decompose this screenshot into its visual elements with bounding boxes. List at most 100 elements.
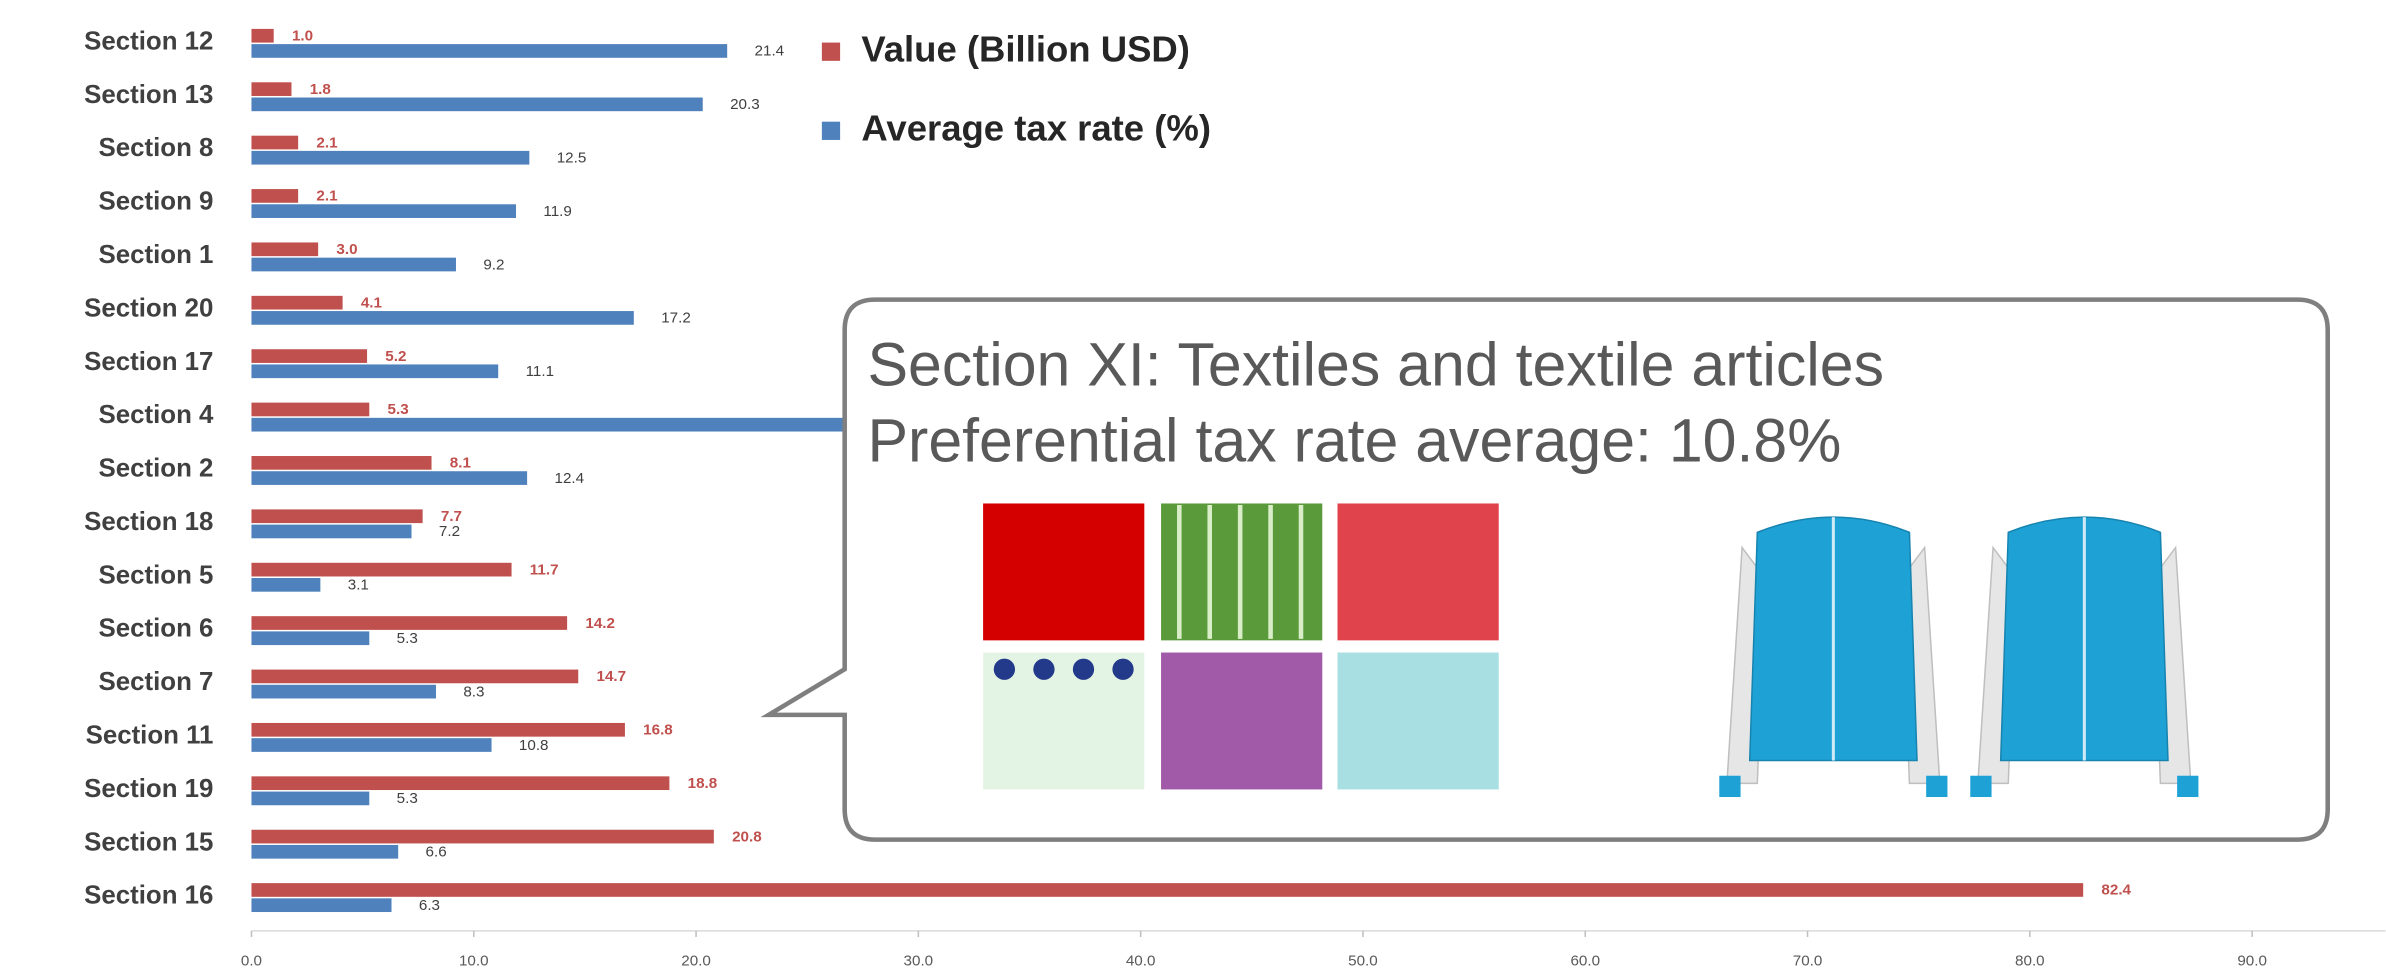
bar bbox=[251, 684, 436, 699]
fabric-swatch bbox=[1334, 649, 1502, 793]
legend-swatch bbox=[821, 121, 841, 140]
value-label: 16.8 bbox=[643, 722, 673, 739]
bar bbox=[251, 402, 370, 417]
x-tick-label: 10.0 bbox=[459, 952, 489, 969]
bar bbox=[251, 97, 703, 112]
value-label: 1.8 bbox=[310, 81, 331, 98]
bar bbox=[251, 311, 634, 325]
bar bbox=[251, 829, 714, 844]
bar bbox=[251, 364, 499, 379]
bar bbox=[251, 295, 343, 310]
jacket-cuff bbox=[1719, 775, 1741, 798]
fabric-swatch bbox=[980, 500, 1148, 644]
value-label: 3.1 bbox=[348, 577, 369, 594]
bar bbox=[251, 150, 530, 165]
callout-text: Preferential tax rate average: 10.8% bbox=[867, 407, 1841, 475]
value-label: 3.0 bbox=[336, 241, 357, 258]
x-tick-label: 40.0 bbox=[1126, 952, 1156, 969]
fabric-dot bbox=[1072, 658, 1095, 680]
bar bbox=[251, 562, 512, 577]
y-tick-label: Section 9 bbox=[99, 188, 214, 216]
bar bbox=[251, 417, 986, 432]
legend-label: Average tax rate (%) bbox=[861, 107, 1211, 148]
bar bbox=[251, 349, 368, 363]
bar bbox=[251, 204, 516, 218]
y-tick-label: Section 6 bbox=[99, 615, 214, 643]
value-label: 5.2 bbox=[385, 348, 406, 365]
value-label: 82.4 bbox=[2101, 882, 2131, 899]
y-tick-label: Section 15 bbox=[84, 828, 213, 856]
bar bbox=[251, 898, 392, 913]
value-label: 2.1 bbox=[316, 134, 338, 151]
value-label: 11.1 bbox=[526, 363, 554, 380]
y-tick-label: Section 13 bbox=[84, 81, 213, 109]
bar bbox=[251, 883, 2084, 897]
fabric-swatch bbox=[1334, 500, 1502, 644]
value-label: 20.8 bbox=[732, 828, 762, 845]
value-label: 14.2 bbox=[585, 615, 615, 632]
value-label: 4.1 bbox=[361, 294, 383, 311]
bar bbox=[251, 791, 370, 806]
value-label: 11.7 bbox=[530, 561, 559, 578]
bar bbox=[251, 44, 728, 58]
y-tick-label: Section 12 bbox=[84, 27, 213, 55]
value-label: 2.1 bbox=[316, 188, 338, 205]
value-label: 5.3 bbox=[388, 401, 409, 418]
bar bbox=[251, 738, 492, 752]
y-tick-label: Section 18 bbox=[84, 508, 213, 536]
value-label: 12.5 bbox=[557, 150, 587, 167]
bar bbox=[251, 509, 423, 524]
value-label: 6.6 bbox=[426, 844, 447, 861]
value-label: 12.4 bbox=[554, 470, 584, 487]
bar bbox=[251, 135, 299, 150]
bar bbox=[251, 471, 528, 485]
y-tick-label: Section 8 bbox=[99, 134, 214, 162]
y-tick-label: Section 16 bbox=[84, 882, 213, 910]
bar bbox=[251, 776, 670, 791]
jacket-cuff bbox=[2177, 775, 2199, 798]
y-tick-label: Section 19 bbox=[84, 775, 213, 803]
y-tick-label: Section 11 bbox=[86, 721, 214, 749]
value-label: 8.1 bbox=[450, 455, 472, 472]
bar bbox=[251, 669, 579, 684]
value-label: 6.3 bbox=[419, 897, 440, 914]
bar bbox=[251, 616, 568, 630]
bar bbox=[251, 82, 292, 96]
bar bbox=[251, 28, 274, 43]
fabric-dot bbox=[993, 658, 1016, 680]
x-tick-label: 90.0 bbox=[2237, 952, 2267, 969]
x-tick-label: 30.0 bbox=[904, 952, 934, 969]
bar bbox=[251, 844, 399, 859]
value-label: 14.7 bbox=[596, 668, 626, 685]
fabric-dot bbox=[1112, 658, 1134, 680]
y-tick-label: Section 7 bbox=[99, 668, 214, 696]
bar bbox=[251, 456, 432, 470]
y-tick-label: Section 1 bbox=[99, 241, 214, 269]
x-tick-label: 50.0 bbox=[1348, 952, 1378, 969]
value-label: 10.8 bbox=[519, 737, 549, 754]
value-label: 1.0 bbox=[292, 28, 313, 45]
value-label: 18.8 bbox=[688, 775, 718, 792]
legend-swatch bbox=[821, 42, 841, 61]
value-label: 7.7 bbox=[441, 508, 462, 525]
y-tick-label: Section 4 bbox=[99, 401, 215, 429]
x-tick-label: 80.0 bbox=[2015, 952, 2045, 969]
bar bbox=[251, 631, 370, 646]
value-label: 11.9 bbox=[543, 203, 571, 220]
bar bbox=[251, 189, 299, 203]
fabric-swatch bbox=[1158, 649, 1326, 793]
value-label: 17.2 bbox=[661, 310, 691, 327]
callout-title: Section XI: Textiles and textile article… bbox=[867, 331, 1884, 399]
jacket-cuff bbox=[1926, 775, 1948, 798]
bar bbox=[251, 242, 319, 257]
x-tick-label: 20.0 bbox=[681, 952, 711, 969]
bar bbox=[251, 722, 625, 737]
x-tick-label: 70.0 bbox=[1793, 952, 1823, 969]
y-tick-label: Section 5 bbox=[99, 561, 214, 589]
value-label: 9.2 bbox=[483, 256, 504, 273]
x-tick-label: 0.0 bbox=[241, 952, 262, 969]
value-label: 5.3 bbox=[397, 790, 418, 807]
bar bbox=[251, 524, 412, 539]
